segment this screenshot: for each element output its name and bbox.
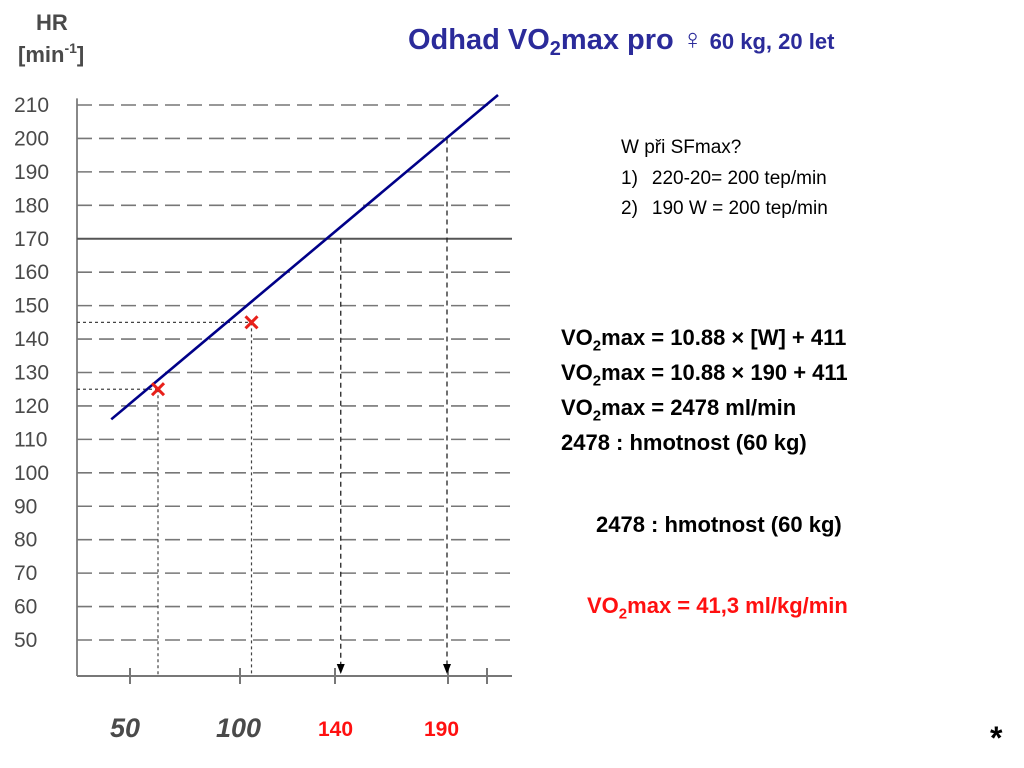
x-tick-190: 190: [424, 718, 459, 741]
drop-arrow-190: [443, 664, 451, 674]
note-item-1: 1) 220-20= 200 tep/min: [621, 168, 827, 189]
note-item-2: 2) 190 W = 200 tep/min: [621, 198, 828, 219]
y-tick-120: 120: [14, 395, 49, 418]
footer-asterisk: *: [990, 720, 1003, 756]
measured-points: [150, 315, 259, 397]
y-tick-80: 80: [14, 529, 37, 552]
y-tick-160: 160: [14, 261, 49, 284]
x-tick-100: 100: [216, 713, 261, 743]
y-tick-90: 90: [14, 495, 37, 518]
regression-line: [110, 93, 499, 421]
note-question: W při SFmax?: [621, 137, 742, 158]
x-tick-labels: 50 100 140 190: [110, 713, 459, 743]
y-tick-100: 100: [14, 462, 49, 485]
measured-point-0: [150, 382, 166, 397]
x-tick-140: 140: [318, 718, 353, 741]
x-tick-50: 50: [110, 713, 140, 743]
y-tick-190: 190: [14, 161, 49, 184]
y-tick-50: 50: [14, 629, 37, 652]
y-axis-label: HR: [36, 10, 68, 35]
y-tick-140: 140: [14, 328, 49, 351]
drop-arrow-140: [336, 664, 345, 674]
y-tick-60: 60: [14, 596, 37, 619]
equation-1: VO2max = 10.88 × [W] + 411: [561, 325, 847, 355]
y-tick-180: 180: [14, 194, 49, 217]
equation-3: VO2max = 2478 ml/min: [561, 395, 797, 425]
y-tick-130: 130: [14, 362, 49, 385]
result-line: VO2max = 41,3 ml/kg/min: [587, 593, 848, 623]
y-tick-170: 170: [14, 228, 49, 251]
equation-2: VO2max = 10.88 × 190 + 411: [561, 360, 848, 390]
y-tick-150: 150: [14, 295, 49, 318]
measured-point-1: [244, 315, 259, 330]
chart-grid: [76, 98, 512, 684]
y-tick-110: 110: [14, 428, 47, 451]
equation-repeat: 2478 : hmotnost (60 kg): [596, 512, 842, 537]
y-tick-70: 70: [14, 562, 37, 585]
guide-lines: [77, 138, 451, 676]
regression-series: [110, 93, 499, 421]
y-axis-unit: [min-1]: [18, 40, 84, 67]
equation-4: 2478 : hmotnost (60 kg): [561, 430, 807, 455]
y-tick-210: 210: [14, 94, 49, 117]
y-tick-labels: 210 200 190 180 170 160 150 140 130 120 110 100 90 80…: [14, 94, 49, 652]
y-tick-200: 200: [14, 127, 49, 150]
page-title: Odhad VO2max pro ♀ 60 kg, 20 let: [408, 24, 835, 60]
